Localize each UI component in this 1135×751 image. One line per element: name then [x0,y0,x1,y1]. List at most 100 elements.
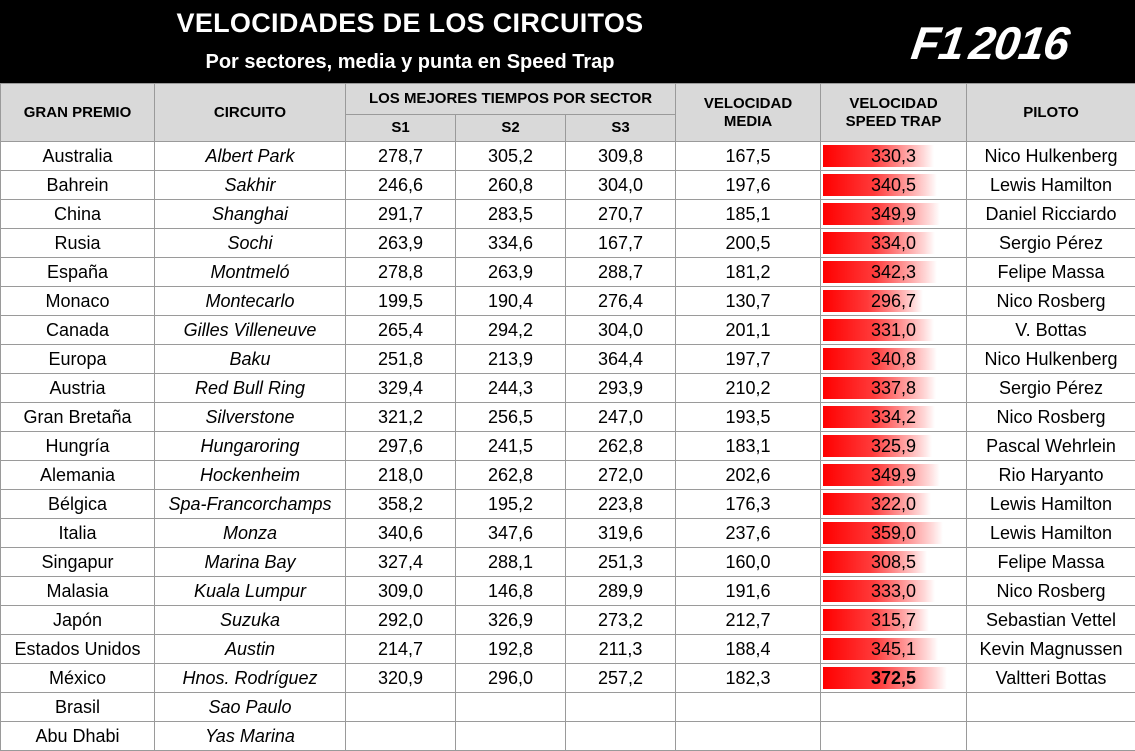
cell-speed-trap [821,693,967,722]
cell-speed-trap: 331,0 [821,316,967,345]
cell-piloto: Lewis Hamilton [967,171,1135,200]
cell-s2: 146,8 [456,577,566,606]
cell-circuito: Suzuka [155,606,346,635]
cell-speed-trap: 322,0 [821,490,967,519]
cell-s1: 214,7 [346,635,456,664]
cell-velocidad-media: 200,5 [676,229,821,258]
cell-s2: 192,8 [456,635,566,664]
cell-circuito: Silverstone [155,403,346,432]
f1-logo-year: 2016 [966,16,1072,70]
cell-velocidad-media: 182,3 [676,664,821,693]
cell-gran-premio: España [1,258,155,287]
cell-velocidad-media: 191,6 [676,577,821,606]
cell-s2: 288,1 [456,548,566,577]
cell-circuito: Kuala Lumpur [155,577,346,606]
cell-s1: 329,4 [346,374,456,403]
cell-s1: 320,9 [346,664,456,693]
cell-s2 [456,722,566,751]
speed-trap-value: 359,0 [821,519,966,547]
cell-piloto: Valtteri Bottas [967,664,1135,693]
cell-s3: 257,2 [566,664,676,693]
cell-piloto [967,693,1135,722]
cell-gran-premio: Abu Dhabi [1,722,155,751]
cell-gran-premio: Canada [1,316,155,345]
f1-logo-text: F1 [908,16,967,70]
cell-speed-trap: 334,0 [821,229,967,258]
cell-gran-premio: Italia [1,519,155,548]
cell-velocidad-media: 188,4 [676,635,821,664]
cell-s1: 291,7 [346,200,456,229]
cell-piloto: V. Bottas [967,316,1135,345]
cell-s1: 309,0 [346,577,456,606]
cell-velocidad-media: 193,5 [676,403,821,432]
cell-gran-premio: Japón [1,606,155,635]
cell-piloto: Nico Rosberg [967,403,1135,432]
cell-speed-trap: 330,3 [821,142,967,171]
speed-trap-value: 340,5 [821,171,966,199]
speed-trap-value: 340,8 [821,345,966,373]
cell-piloto: Nico Rosberg [967,287,1135,316]
speed-trap-value: 325,9 [821,432,966,460]
speed-trap-value: 334,2 [821,403,966,431]
cell-velocidad-media: 167,5 [676,142,821,171]
cell-s3: 262,8 [566,432,676,461]
header-trap-line1: VELOCIDAD [849,95,937,112]
cell-gran-premio: Alemania [1,461,155,490]
cell-circuito: Spa-Francorchamps [155,490,346,519]
cell-s1: 297,6 [346,432,456,461]
speed-table: GRAN PREMIO CIRCUITO LOS MEJORES TIEMPOS… [0,83,1135,751]
cell-s1: 251,8 [346,345,456,374]
header-circuito: CIRCUITO [155,84,346,142]
cell-speed-trap [821,722,967,751]
cell-s3: 211,3 [566,635,676,664]
cell-gran-premio: Gran Bretaña [1,403,155,432]
cell-s2: 347,6 [456,519,566,548]
cell-s3: 304,0 [566,316,676,345]
header-gran-premio: GRAN PREMIO [1,84,155,142]
cell-s2: 305,2 [456,142,566,171]
cell-s2: 244,3 [456,374,566,403]
cell-piloto: Daniel Ricciardo [967,200,1135,229]
cell-s2: 256,5 [456,403,566,432]
speed-trap-value: 372,5 [821,664,966,692]
cell-piloto: Sergio Pérez [967,229,1135,258]
header-s2: S2 [456,115,566,142]
cell-circuito: Sakhir [155,171,346,200]
cell-circuito: Hnos. Rodríguez [155,664,346,693]
header-piloto: PILOTO [967,84,1135,142]
cell-speed-trap: 315,7 [821,606,967,635]
cell-circuito: Austin [155,635,346,664]
cell-circuito: Red Bull Ring [155,374,346,403]
f1-logo: F12016 [912,16,1122,70]
cell-circuito: Gilles Villeneuve [155,316,346,345]
cell-s3: 251,3 [566,548,676,577]
cell-s3: 364,4 [566,345,676,374]
cell-velocidad-media: 197,6 [676,171,821,200]
cell-s3: 293,9 [566,374,676,403]
cell-speed-trap: 325,9 [821,432,967,461]
cell-s2: 326,9 [456,606,566,635]
cell-velocidad-media: 176,3 [676,490,821,519]
cell-s1: 340,6 [346,519,456,548]
cell-speed-trap: 349,9 [821,200,967,229]
cell-piloto: Sergio Pérez [967,374,1135,403]
cell-gran-premio: Brasil [1,693,155,722]
cell-circuito: Yas Marina [155,722,346,751]
cell-velocidad-media: 210,2 [676,374,821,403]
cell-piloto: Kevin Magnussen [967,635,1135,664]
cell-velocidad-media: 197,7 [676,345,821,374]
cell-s3: 304,0 [566,171,676,200]
cell-s1: 321,2 [346,403,456,432]
header-s3: S3 [566,115,676,142]
cell-velocidad-media [676,722,821,751]
cell-speed-trap: 333,0 [821,577,967,606]
cell-piloto: Nico Hulkenberg [967,345,1135,374]
